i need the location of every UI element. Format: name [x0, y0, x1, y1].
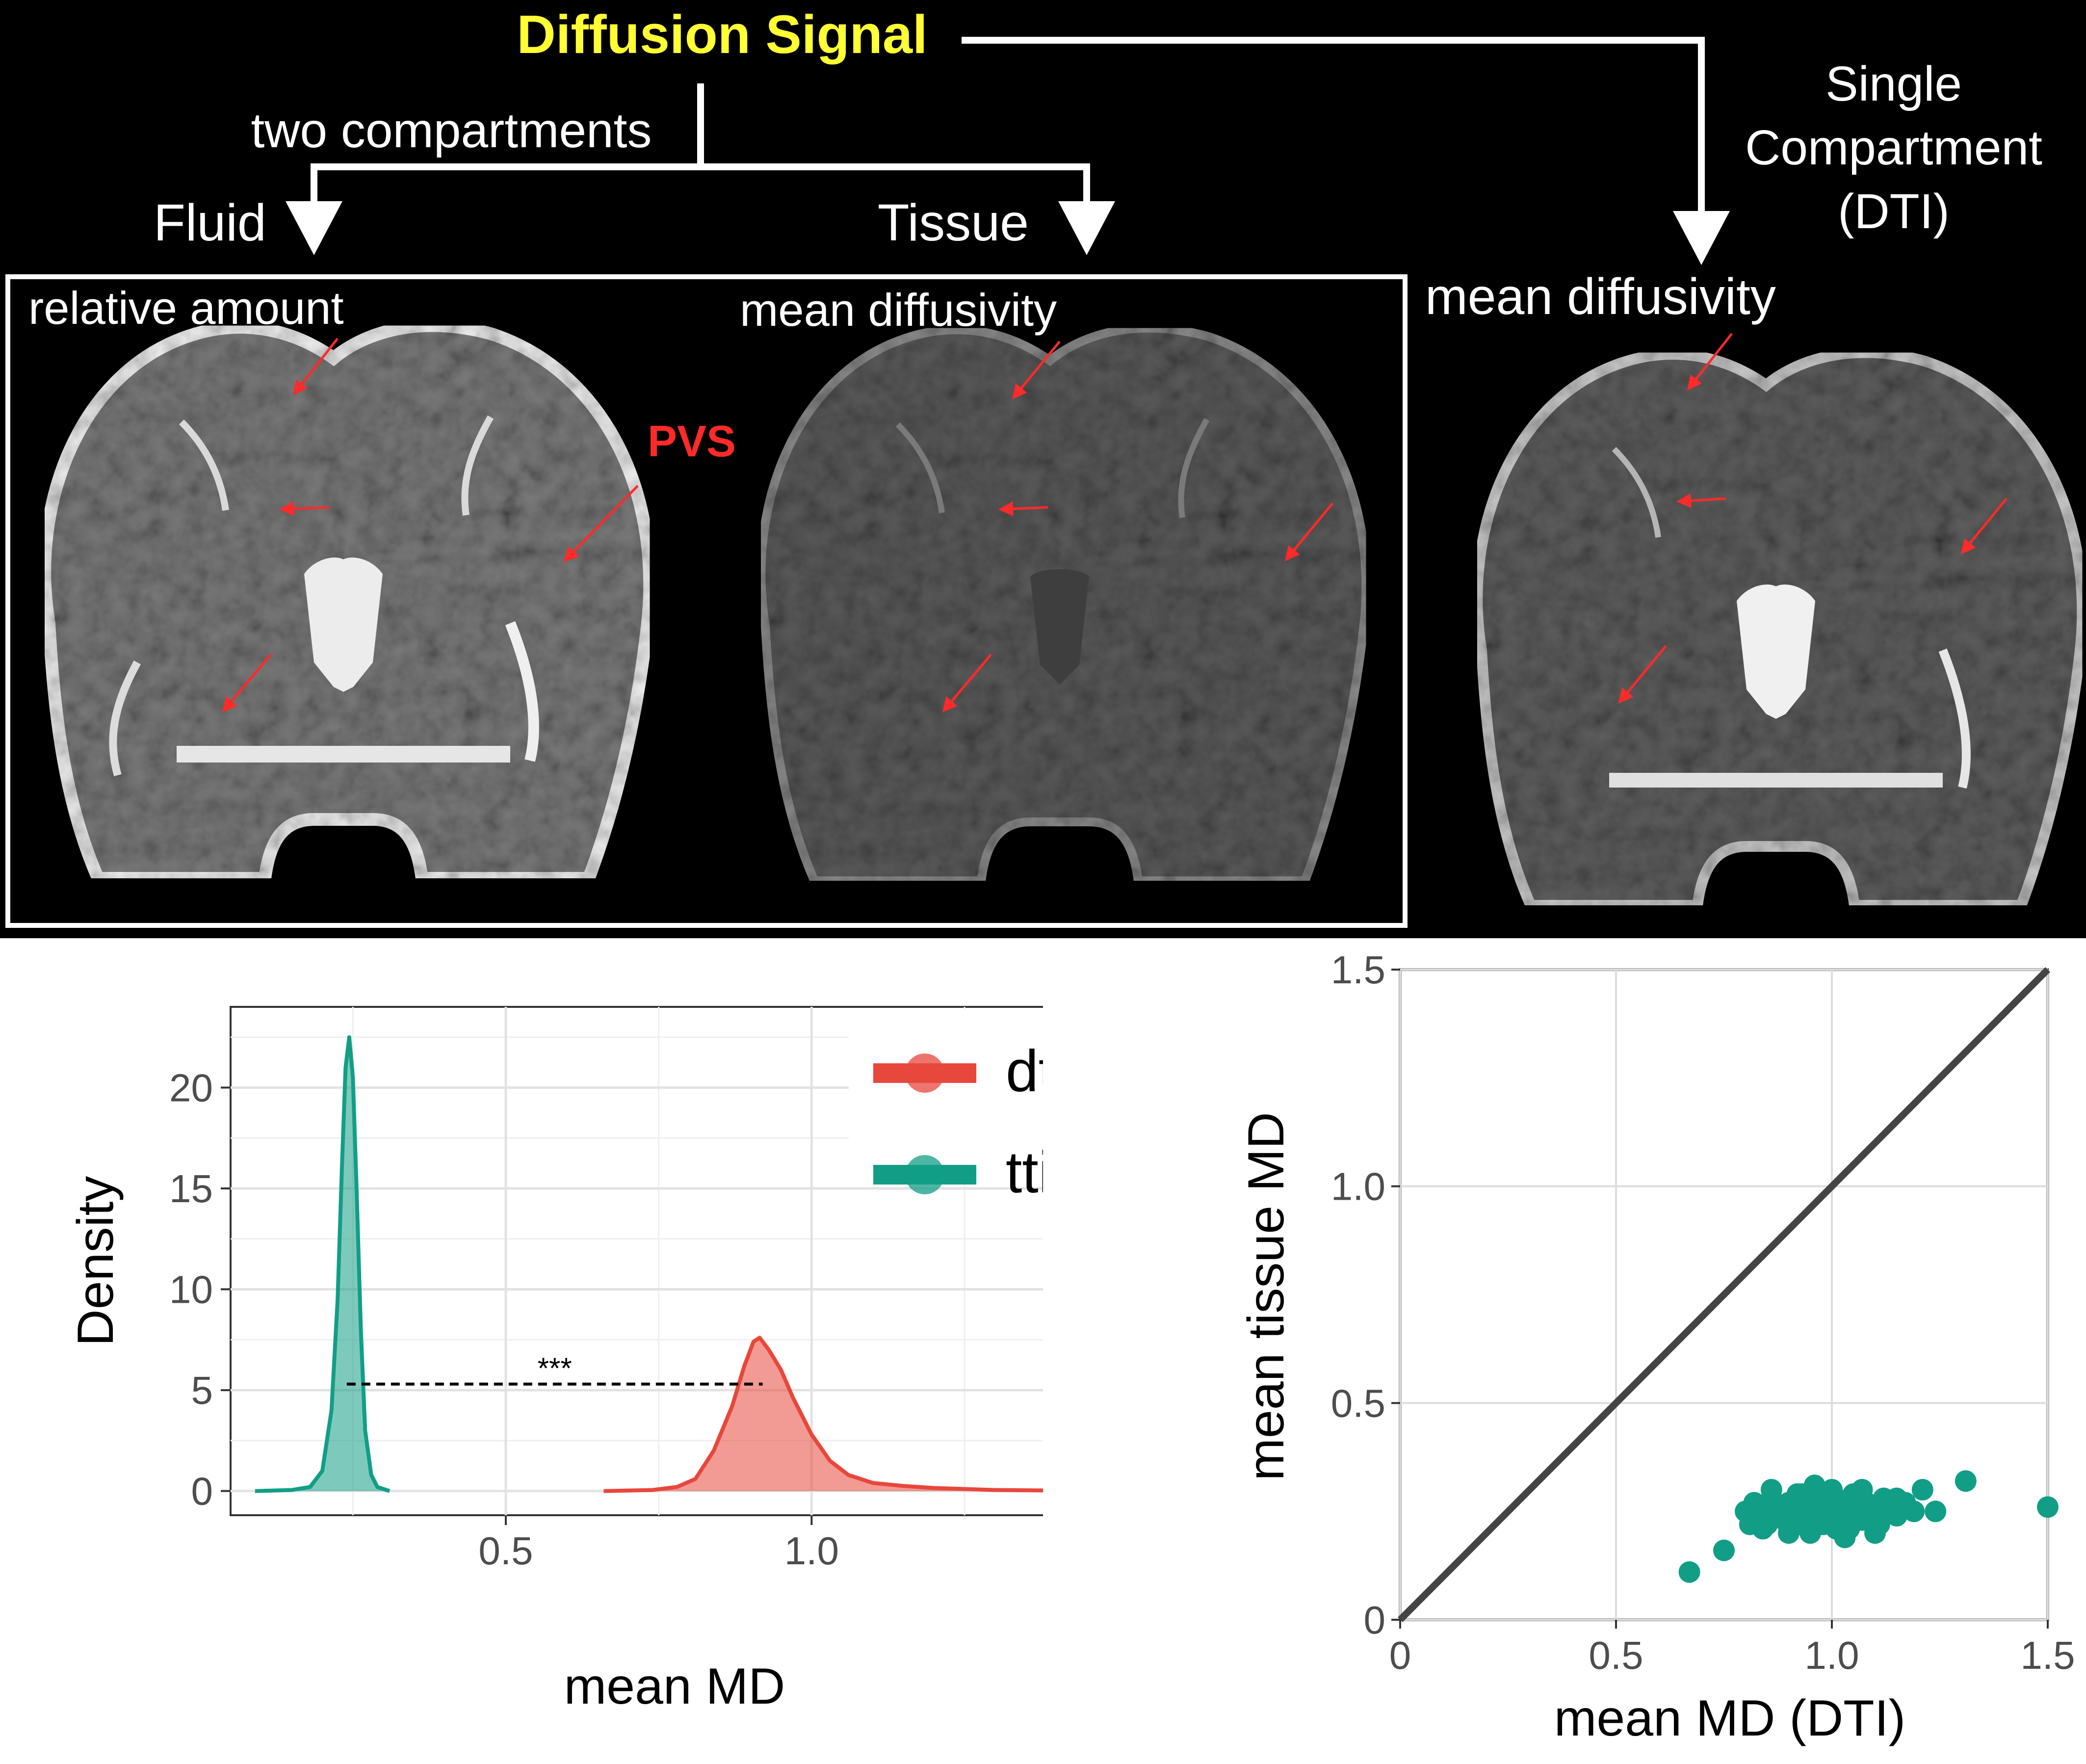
y-tick-label: 0 [191, 1470, 213, 1513]
density-line-dti [603, 1336, 1043, 1493]
dti-md-scan [1477, 353, 2082, 905]
pvs-arrow [563, 485, 639, 562]
density-line-tti [255, 1035, 391, 1493]
scatter-point [1760, 1479, 1782, 1501]
scatter-point [1778, 1522, 1799, 1544]
scatter-point [1886, 1487, 1907, 1509]
density-x-axis-label: mean MD [564, 1658, 785, 1715]
two-compartment-box [5, 274, 1408, 928]
density-gridlines [231, 1007, 1043, 1515]
y-tick-label: 0.5 [1331, 1381, 1385, 1425]
fluid-fraction-scan [45, 326, 650, 878]
identity-line [1398, 967, 2050, 1622]
legend-dti-label: dti [1006, 1038, 1043, 1104]
density-curves [255, 1035, 1043, 1493]
panel-fluid-label: relative amount [28, 282, 344, 334]
y-tick-label: 0 [1364, 1598, 1386, 1642]
y-tick-label: 20 [169, 1066, 213, 1109]
scatter-axis-ticks: 0 0.5 1.0 1.5 0 0.5 1.0 1.5 [1331, 948, 2075, 1677]
fluid-arrowhead [286, 201, 342, 255]
scatter-point [1678, 1561, 1700, 1583]
schematic-canvas: Diffusion Signal two compartments Single… [5, 4, 2086, 928]
scatter-point [1752, 1518, 1774, 1540]
pvs-arrow [222, 654, 272, 712]
scatter-points [1678, 1470, 2059, 1583]
x-tick-label: 1.0 [784, 1529, 839, 1573]
pvs-arrow [998, 501, 1048, 516]
scatter-point [1925, 1501, 1947, 1523]
significance-annotation: *** [538, 1352, 572, 1385]
legend-box [849, 1010, 1043, 1176]
pvs-arrow [1284, 502, 1333, 561]
x-tick-label: 0.5 [1589, 1633, 1643, 1677]
branch-single-line-3: (DTI) [1838, 184, 1950, 239]
legend-dti-marker [905, 1053, 944, 1093]
branch-single-line-1: Single [1825, 56, 1962, 111]
two-compartments-connector [311, 163, 1090, 206]
pvs-arrow [292, 338, 339, 395]
pvs-arrow [1687, 333, 1733, 391]
diagram-title: Diffusion Signal [517, 4, 927, 65]
tissue-arrowhead [1058, 201, 1115, 255]
pvs-arrow [1676, 493, 1726, 508]
branch-single-line-2: Compartment [1745, 120, 2042, 175]
density-chart: *** 0.51.01.505101520 mean MD Density dt… [67, 1006, 1043, 1715]
density-area-tti [255, 1037, 390, 1491]
scatter-point [1903, 1501, 1925, 1523]
pvs-arrows [222, 333, 2008, 712]
y-tick-label: 5 [191, 1369, 213, 1412]
scatter-point [1808, 1487, 1830, 1509]
x-tick-label: 1.5 [2020, 1633, 2075, 1677]
pvs-arrow [1012, 341, 1061, 399]
legend-tti-label: tti [1006, 1139, 1043, 1205]
scatter-point [1713, 1539, 1735, 1561]
branch-two-label: two compartments [251, 103, 652, 158]
single-compartment-arrowhead [1673, 211, 1730, 265]
density-legend: dti tti [849, 1010, 1043, 1205]
scatter-point [1812, 1513, 1834, 1535]
x-tick-label: 0 [1389, 1633, 1411, 1677]
significance-marker: *** [346, 1352, 763, 1386]
density-y-axis-label: Density [67, 1176, 124, 1346]
scatter-point [1955, 1470, 1977, 1492]
scatter-gridlines [1399, 969, 2049, 1621]
legend-tti-marker [905, 1155, 944, 1194]
scatter-point [1786, 1483, 1808, 1505]
scatter-point [2037, 1496, 2059, 1518]
tissue-md-scan [761, 328, 1366, 881]
density-axis-ticks: 0.51.01.505101520 [169, 1066, 839, 1573]
scatter-point [1864, 1522, 1886, 1544]
panel-dti-label: mean diffusivity [1425, 268, 1776, 325]
x-tick-label: 1.0 [1804, 1633, 1859, 1677]
scatter-y-axis-label: mean tissue MD [1238, 1112, 1295, 1480]
y-tick-label: 10 [169, 1268, 213, 1312]
pvs-arrow [1960, 498, 2008, 554]
pvs-label: PVS [648, 417, 736, 466]
scatter-chart: 0 0.5 1.0 1.5 0 0.5 1.0 1.5 mean MD (DTI) mean … [1238, 948, 2075, 1747]
pvs-arrow [942, 654, 992, 712]
tissue-label: Tissue [878, 194, 1029, 252]
y-tick-label: 1.5 [1331, 948, 1385, 992]
fluid-label: Fluid [154, 194, 266, 252]
y-tick-label: 1.0 [1331, 1165, 1385, 1209]
panel-tissue-label: mean diffusivity [740, 284, 1057, 336]
single-compartment-connector [962, 37, 1705, 216]
y-tick-label: 15 [169, 1167, 213, 1211]
pvs-arrow [1618, 645, 1667, 704]
diffusion-schematic-panel: Diffusion Signal two compartments Single… [0, 0, 2086, 938]
scatter-point [1851, 1479, 1873, 1501]
scatter-x-axis-label: mean MD (DTI) [1554, 1690, 1905, 1747]
x-tick-label: 0.5 [478, 1529, 533, 1573]
pvs-arrow [279, 501, 330, 516]
scatter-point [1911, 1479, 1933, 1501]
